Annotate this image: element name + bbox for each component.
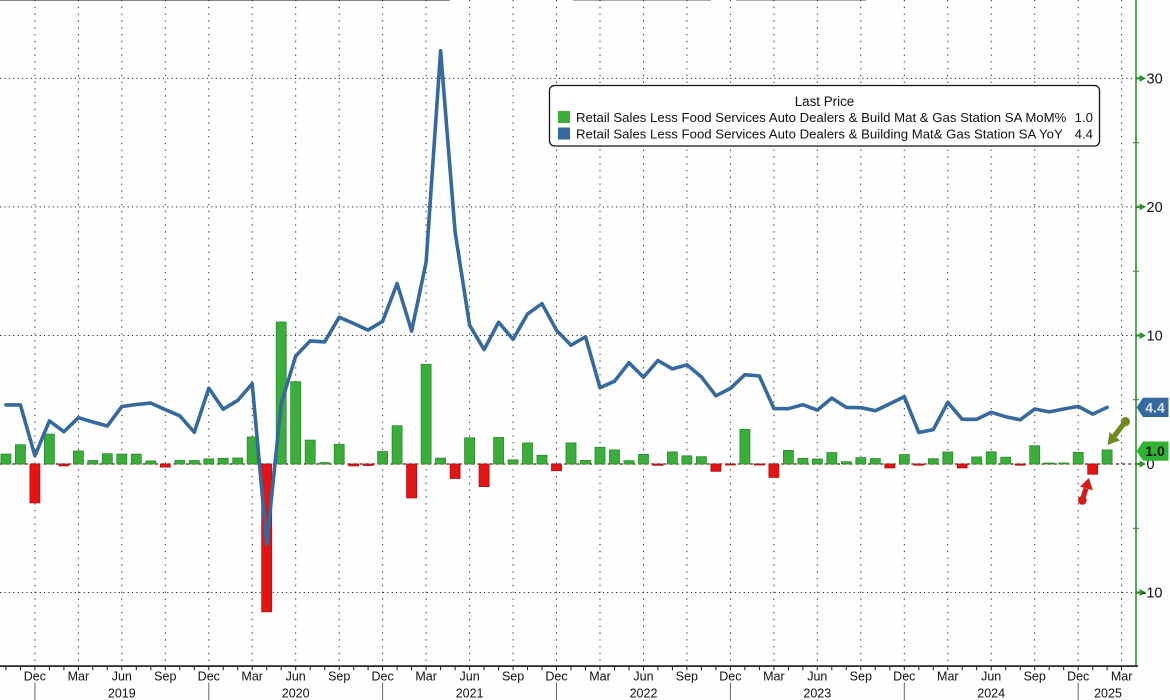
- svg-text:10: 10: [1147, 328, 1163, 344]
- svg-text:Retail Sales Less Food Service: Retail Sales Less Food Services Auto Dea…: [576, 110, 1067, 125]
- svg-text:30: 30: [1147, 71, 1163, 87]
- svg-text:2020: 2020: [282, 687, 310, 700]
- svg-text:Sep: Sep: [676, 670, 698, 684]
- svg-text:-10: -10: [1142, 585, 1163, 601]
- svg-text:Sep: Sep: [502, 670, 524, 684]
- svg-text:Sep: Sep: [1024, 670, 1046, 684]
- svg-text:4.4: 4.4: [1075, 126, 1093, 141]
- svg-text:Mar: Mar: [241, 670, 263, 684]
- svg-text:2025: 2025: [1094, 687, 1122, 700]
- svg-text:0: 0: [1147, 457, 1155, 473]
- svg-text:Dec: Dec: [545, 670, 567, 684]
- svg-text:Mar: Mar: [415, 670, 437, 684]
- svg-text:Mar: Mar: [68, 670, 90, 684]
- svg-text:Dec: Dec: [198, 670, 220, 684]
- svg-text:Dec: Dec: [719, 670, 741, 684]
- svg-text:1.0: 1.0: [1145, 443, 1165, 459]
- svg-text:Dec: Dec: [893, 670, 915, 684]
- svg-text:2022: 2022: [630, 687, 658, 700]
- svg-text:Jun: Jun: [633, 670, 653, 684]
- svg-text:Jun: Jun: [460, 670, 480, 684]
- svg-text:2023: 2023: [803, 687, 831, 700]
- svg-text:Mar: Mar: [589, 670, 611, 684]
- svg-text:4.4: 4.4: [1145, 399, 1165, 415]
- svg-text:Dec: Dec: [1067, 670, 1089, 684]
- svg-text:Sep: Sep: [850, 670, 872, 684]
- svg-text:Dec: Dec: [371, 670, 393, 684]
- svg-text:Jun: Jun: [286, 670, 306, 684]
- svg-text:2024: 2024: [977, 687, 1005, 700]
- svg-text:Retail Sales Less Food Service: Retail Sales Less Food Services Auto Dea…: [576, 126, 1063, 141]
- svg-text:Jun: Jun: [981, 670, 1001, 684]
- svg-text:Mar: Mar: [1111, 670, 1133, 684]
- svg-text:2019: 2019: [108, 687, 136, 700]
- svg-text:Jun: Jun: [807, 670, 827, 684]
- svg-text:20: 20: [1147, 200, 1163, 216]
- svg-text:Sep: Sep: [154, 670, 176, 684]
- svg-text:Sep: Sep: [328, 670, 350, 684]
- svg-text:2021: 2021: [456, 687, 484, 700]
- svg-text:Dec: Dec: [24, 670, 46, 684]
- svg-text:Mar: Mar: [937, 670, 959, 684]
- svg-text:1.0: 1.0: [1075, 110, 1093, 125]
- svg-text:Mar: Mar: [763, 670, 785, 684]
- svg-text:Jun: Jun: [112, 670, 132, 684]
- svg-text:Last Price: Last Price: [795, 94, 855, 109]
